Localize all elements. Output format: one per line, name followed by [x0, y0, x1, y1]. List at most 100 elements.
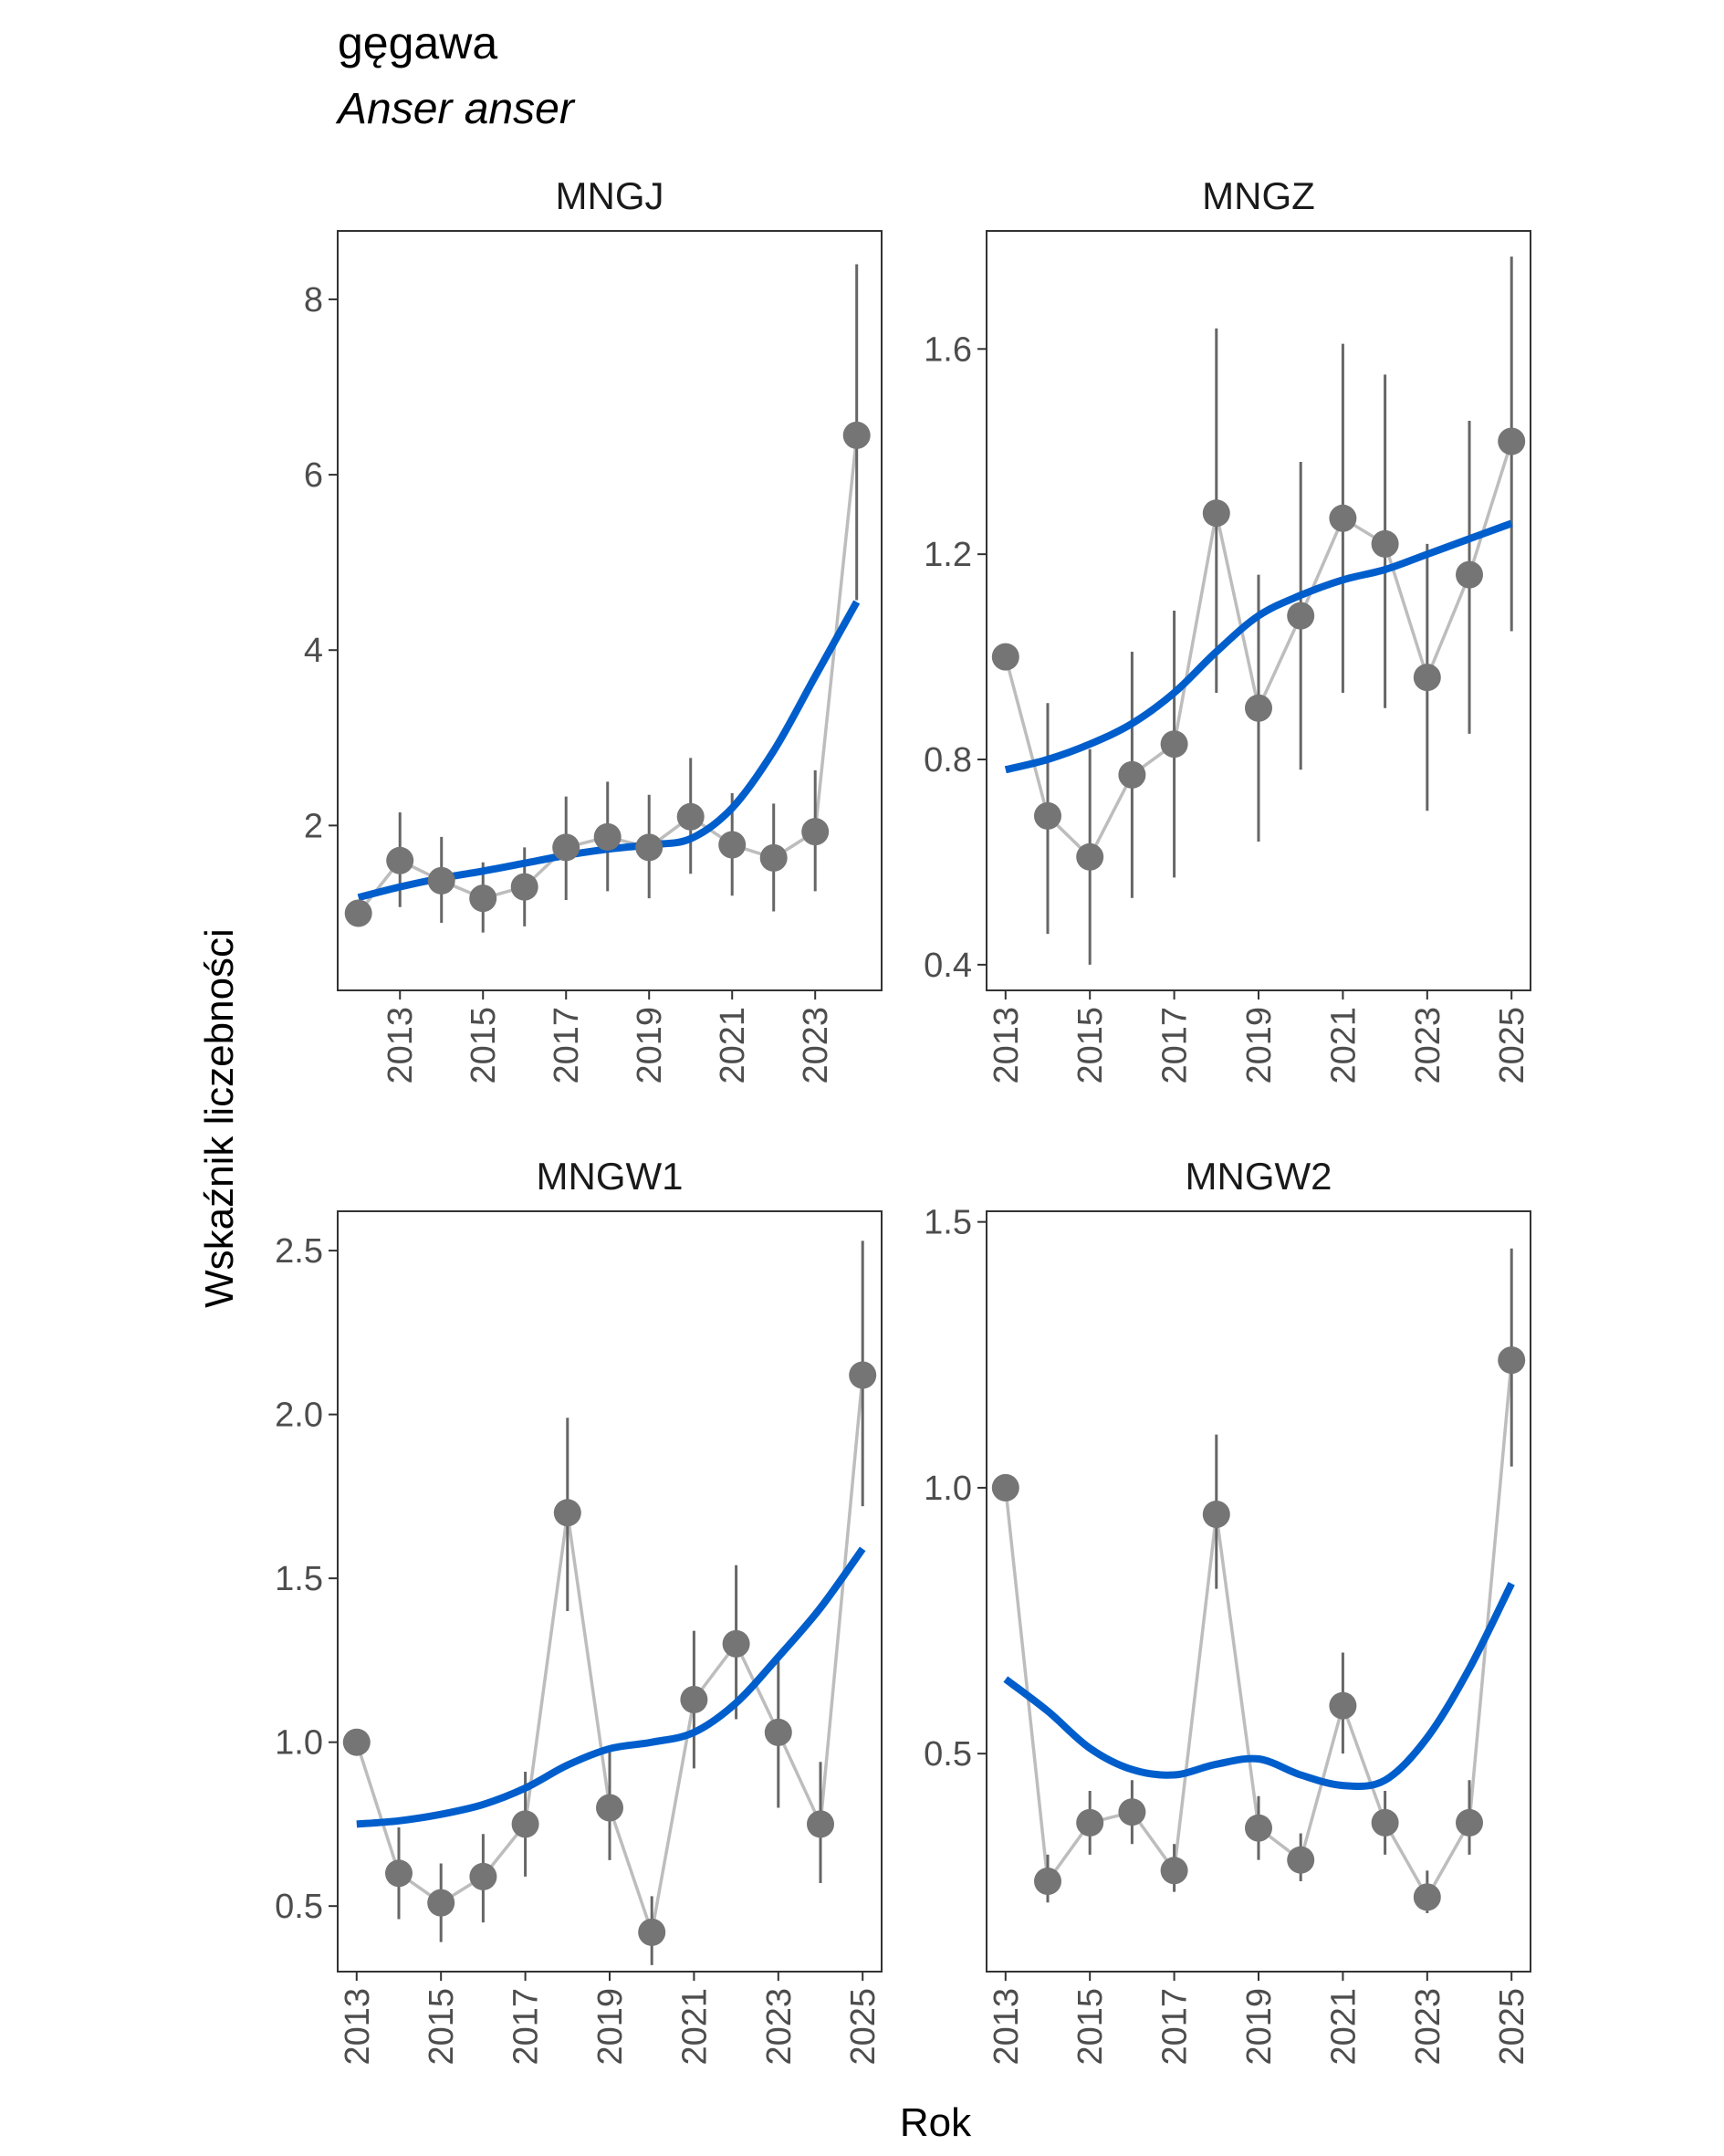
x-tick-label: 2019 — [1240, 1007, 1279, 1084]
data-point — [1160, 730, 1188, 759]
data-point — [801, 818, 830, 846]
data-point — [1329, 1691, 1357, 1720]
x-tick-label: 2021 — [675, 1988, 714, 2066]
y-tick-label: 8 — [304, 281, 323, 319]
y-tick-label: 1.0 — [924, 1470, 972, 1508]
panel-strip-title: MNGJ — [556, 174, 664, 217]
data-point — [1413, 664, 1441, 692]
x-tick-label: 2023 — [797, 1007, 835, 1084]
data-point — [1118, 1798, 1146, 1826]
data-point — [759, 843, 788, 872]
data-point — [596, 1794, 623, 1822]
x-tick-label: 2017 — [507, 1988, 546, 2066]
data-point — [1245, 694, 1272, 722]
y-tick-label: 0.8 — [924, 741, 972, 780]
data-point — [1076, 843, 1104, 871]
y-tick-label: 6 — [304, 456, 323, 495]
x-tick-label: 2021 — [714, 1007, 752, 1084]
x-tick-label: 2013 — [987, 1007, 1026, 1084]
data-point — [1456, 560, 1483, 589]
x-tick-label: 2023 — [760, 1988, 799, 2066]
data-point — [1076, 1808, 1104, 1837]
data-point — [764, 1718, 792, 1746]
trend-line — [1003, 1582, 1515, 1790]
data-point — [469, 1862, 497, 1890]
x-tick-label: 2025 — [844, 1988, 883, 2066]
x-tick-label: 2025 — [1493, 1007, 1531, 1084]
x-tick-label: 2021 — [1324, 1007, 1363, 1084]
x-tick-label: 2023 — [1409, 1988, 1447, 2066]
data-point — [469, 884, 497, 913]
data-point — [342, 1728, 371, 1756]
panel-mngz: MNGZ 0.4 0.8 1.2 1.6 2013 2015 2017 2019 2021 2023… — [924, 174, 1531, 1084]
data-point — [1287, 602, 1315, 630]
data-point — [1456, 1808, 1483, 1837]
data-point — [638, 1918, 666, 1946]
data-point — [1160, 1857, 1188, 1885]
panel-mngj: MNGJ 2 4 6 8 2013 2015 2017 2019 2021 2023 — [304, 174, 883, 1084]
x-tick-label: 2021 — [1324, 1988, 1363, 2066]
data-point — [1202, 1501, 1230, 1528]
x-tick-label: 2013 — [381, 1007, 420, 1084]
chart-title: gęgawa — [338, 17, 498, 68]
data-point — [842, 421, 871, 449]
data-point — [510, 873, 538, 901]
x-tick-label: 2019 — [631, 1007, 669, 1084]
y-tick-label: 0.5 — [924, 1735, 972, 1774]
data-point — [553, 1499, 581, 1527]
x-tick-label: 2015 — [465, 1007, 503, 1084]
data-point — [1498, 1346, 1526, 1375]
data-point — [344, 899, 372, 927]
x-tick-label: 2013 — [987, 1988, 1026, 2066]
panel-mngw1: MNGW1 0.5 1.0 1.5 2.0 2.5 2013 2015 2017 2019 2021… — [275, 1155, 883, 2066]
y-tick-label: 1.0 — [275, 1724, 323, 1763]
panel-mngw2: MNGW2 0.5 1.0 1.5 2013 2015 2017 2019 2021 2023 20… — [924, 1155, 1531, 2066]
data-point — [1329, 504, 1357, 532]
data-point — [718, 831, 747, 859]
panel-frame — [337, 230, 883, 991]
data-point — [1202, 499, 1230, 528]
y-tick-label: 2.5 — [275, 1232, 323, 1271]
data-point — [385, 1859, 413, 1888]
x-tick-label: 2017 — [1156, 1988, 1195, 2066]
panel-strip-title: MNGW1 — [537, 1155, 684, 1198]
data-point — [427, 866, 455, 895]
x-tick-label: 2015 — [1071, 1007, 1110, 1084]
data-point — [991, 643, 1019, 671]
x-tick-label: 2017 — [548, 1007, 586, 1084]
panel-strip-title: MNGZ — [1202, 174, 1315, 217]
x-axis-label: Rok — [900, 2100, 972, 2145]
y-axis-label: Wskaźnik liczebności — [197, 928, 242, 1308]
x-tick-label: 2023 — [1409, 1007, 1447, 1084]
data-point — [386, 846, 414, 874]
trend-line — [1004, 519, 1513, 774]
x-tick-label: 2013 — [339, 1988, 377, 2066]
data-point — [680, 1686, 708, 1713]
data-point — [635, 833, 663, 862]
data-point — [1034, 801, 1061, 830]
data-point — [427, 1889, 455, 1917]
data-point — [593, 822, 622, 851]
data-point — [1034, 1868, 1061, 1895]
y-tick-label: 0.5 — [275, 1888, 323, 1926]
x-tick-label: 2019 — [591, 1988, 630, 2066]
y-tick-label: 1.5 — [275, 1560, 323, 1598]
y-tick-label: 0.4 — [924, 947, 972, 985]
x-tick-label: 2017 — [1156, 1007, 1195, 1084]
data-point — [1498, 427, 1526, 455]
data-point — [1287, 1846, 1315, 1874]
y-tick-label: 4 — [304, 632, 323, 670]
data-point — [676, 802, 705, 831]
y-tick-label: 2 — [304, 807, 323, 845]
data-point — [722, 1629, 750, 1658]
y-tick-label: 1.6 — [924, 330, 972, 369]
x-tick-label: 2025 — [1493, 1988, 1531, 2066]
data-point — [849, 1361, 877, 1389]
data-point — [1118, 760, 1146, 789]
data-point — [552, 833, 580, 862]
data-point — [1413, 1883, 1441, 1911]
y-tick-label: 1.5 — [924, 1204, 972, 1242]
x-tick-label: 2015 — [423, 1988, 461, 2066]
data-point — [991, 1473, 1019, 1502]
